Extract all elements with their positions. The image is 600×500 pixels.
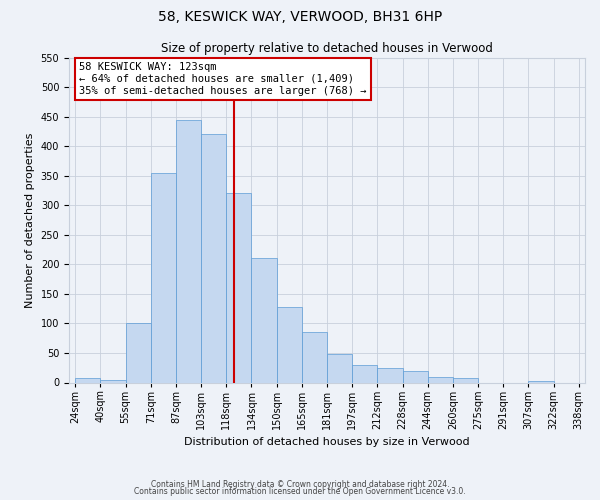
Text: 58 KESWICK WAY: 123sqm
← 64% of detached houses are smaller (1,409)
35% of semi-: 58 KESWICK WAY: 123sqm ← 64% of detached… xyxy=(79,62,367,96)
Y-axis label: Number of detached properties: Number of detached properties xyxy=(25,132,35,308)
Text: 58, KESWICK WAY, VERWOOD, BH31 6HP: 58, KESWICK WAY, VERWOOD, BH31 6HP xyxy=(158,10,442,24)
Bar xyxy=(327,354,352,382)
Bar xyxy=(277,307,302,382)
Bar xyxy=(151,172,176,382)
Bar xyxy=(453,378,478,382)
Bar xyxy=(125,324,151,382)
Bar xyxy=(302,332,327,382)
Bar xyxy=(403,370,428,382)
Bar xyxy=(377,368,403,382)
Bar xyxy=(352,366,377,382)
Text: Contains HM Land Registry data © Crown copyright and database right 2024.: Contains HM Land Registry data © Crown c… xyxy=(151,480,449,489)
Bar xyxy=(251,258,277,382)
Bar xyxy=(100,380,125,382)
Bar xyxy=(75,378,100,382)
Title: Size of property relative to detached houses in Verwood: Size of property relative to detached ho… xyxy=(161,42,493,55)
Bar xyxy=(226,194,251,382)
Bar xyxy=(176,120,201,382)
Bar xyxy=(201,134,226,382)
X-axis label: Distribution of detached houses by size in Verwood: Distribution of detached houses by size … xyxy=(184,438,470,448)
Text: Contains public sector information licensed under the Open Government Licence v3: Contains public sector information licen… xyxy=(134,488,466,496)
Bar xyxy=(428,376,453,382)
